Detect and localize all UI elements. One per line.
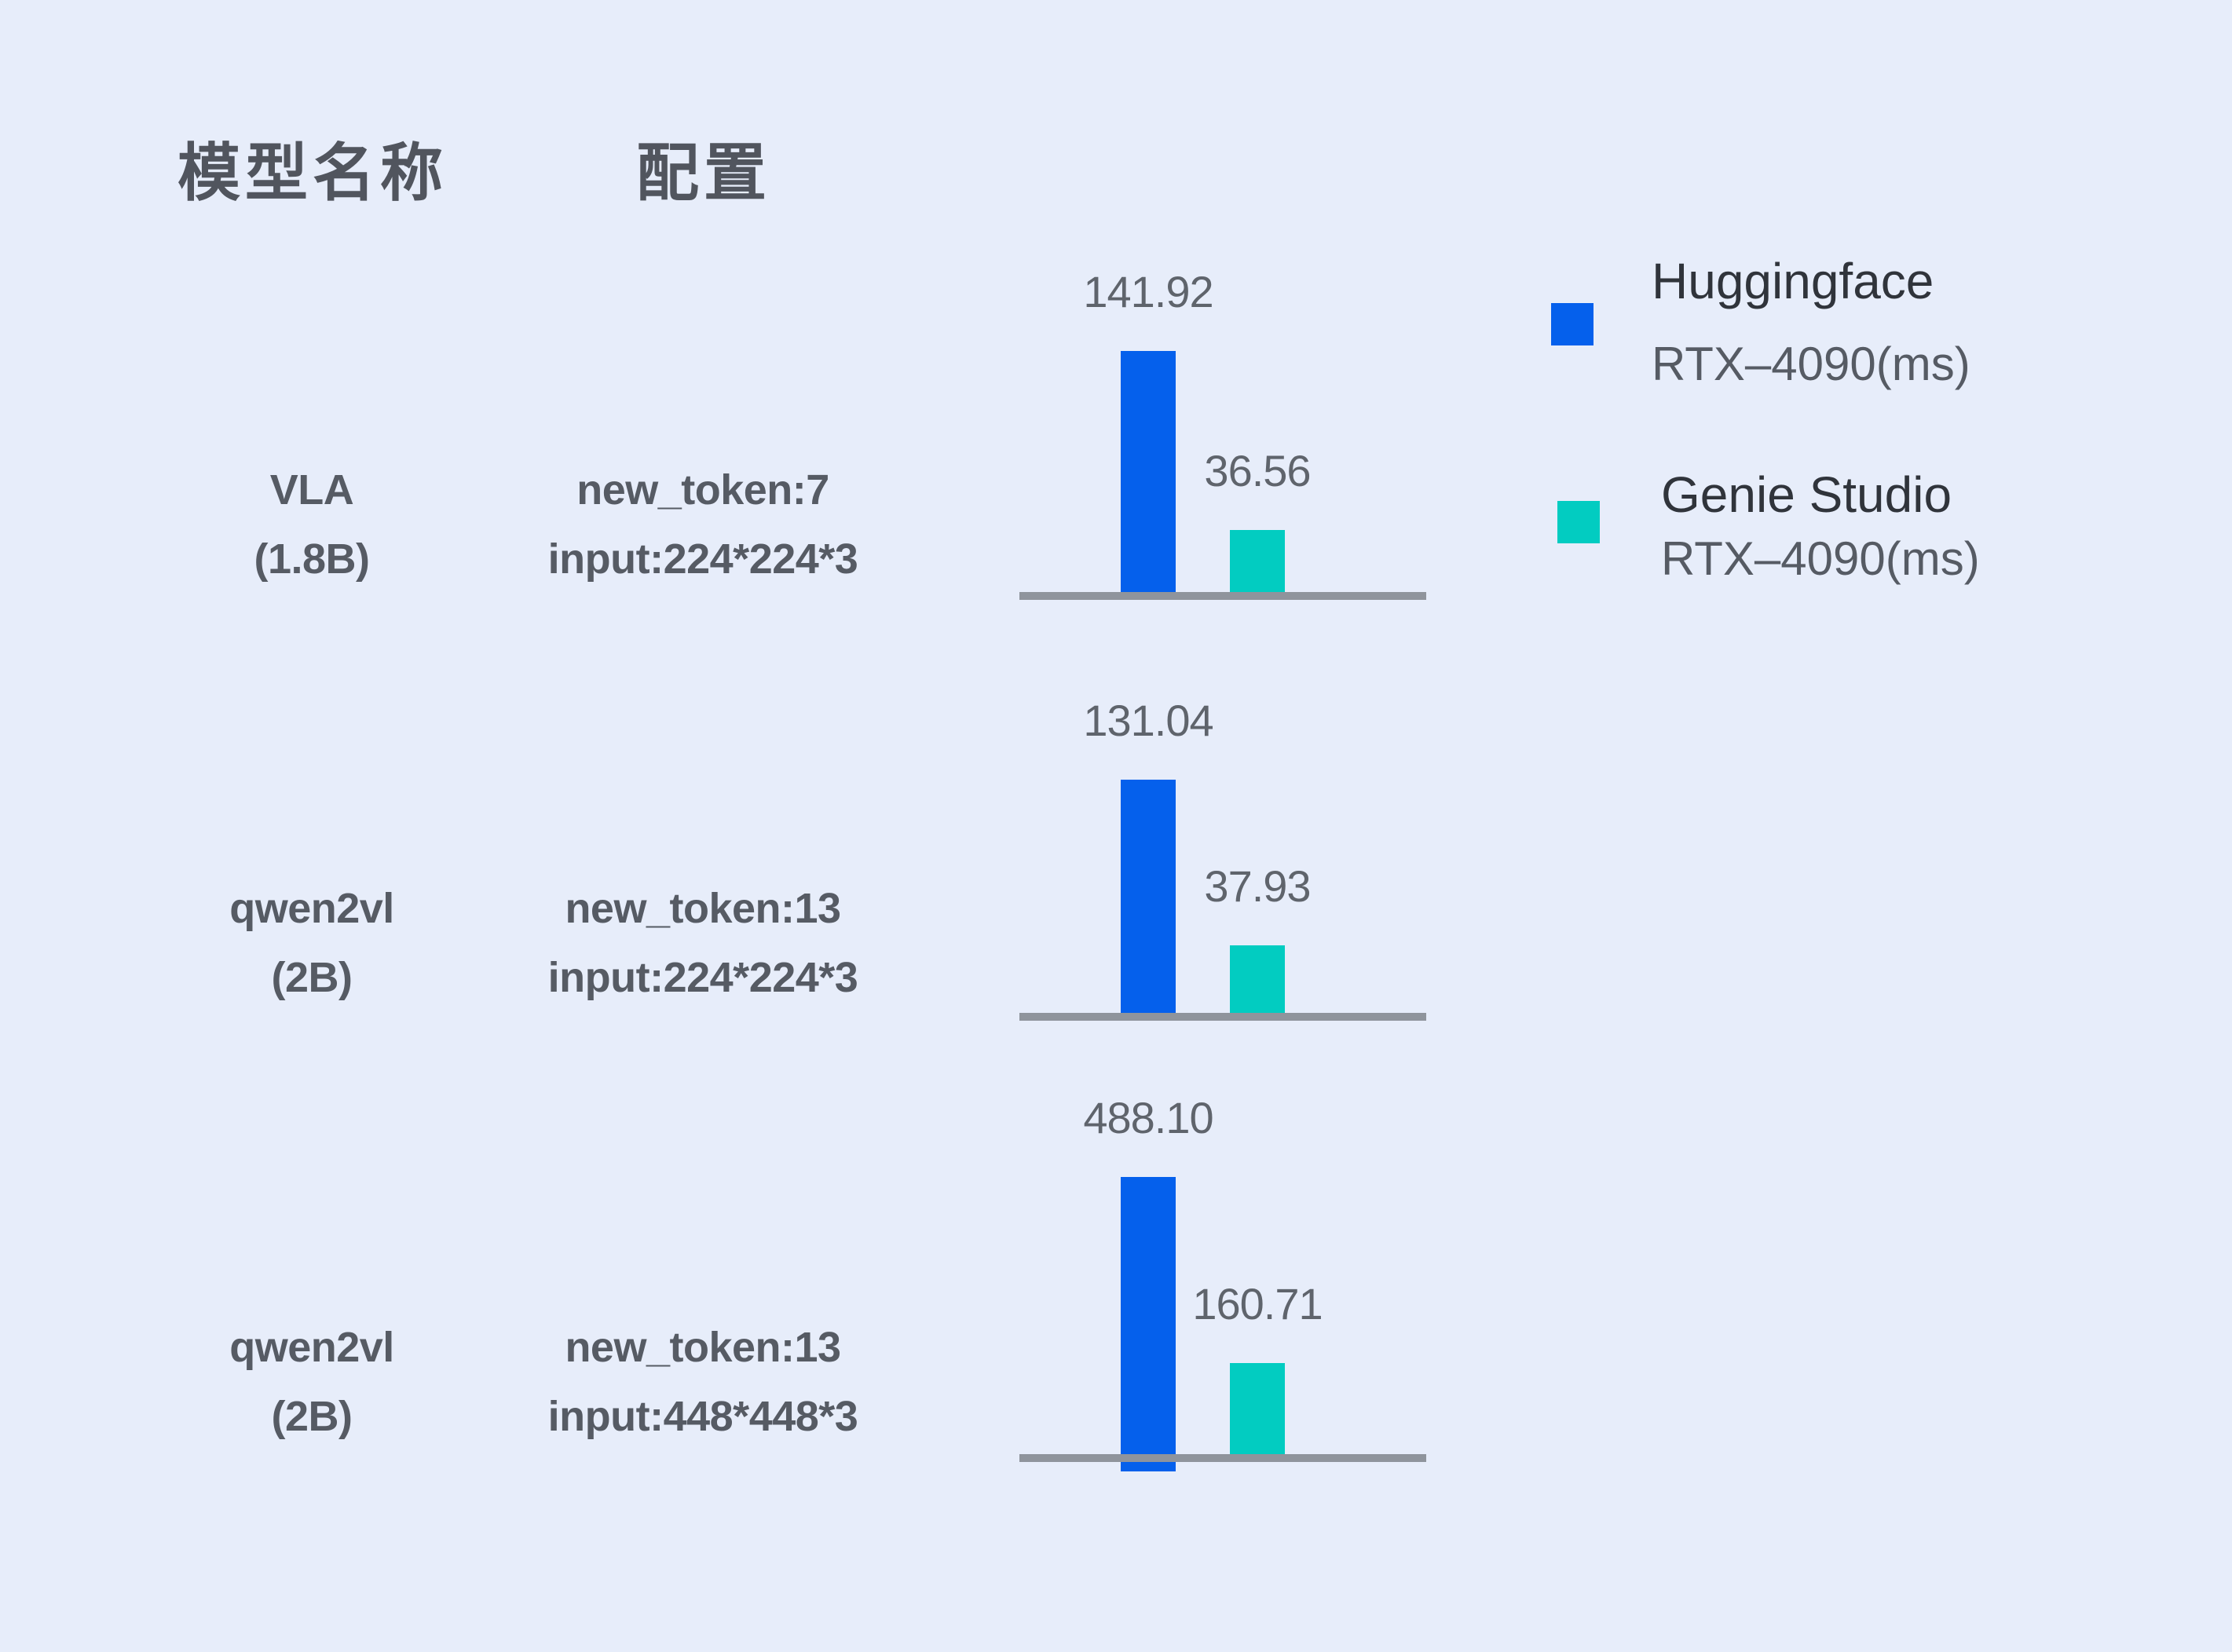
model-name: qwen2vl [229, 885, 394, 932]
genie-studio-value-label: 37.93 [1204, 861, 1311, 911]
genie-studio-bar [1230, 1363, 1285, 1454]
genie-studio-bar [1230, 945, 1285, 1013]
config-new-token: new_token:13 [565, 885, 841, 932]
genie-studio-legend-device-label: RTX–4090(ms) [1661, 532, 1980, 585]
huggingface-value-label: 488.10 [1083, 1093, 1213, 1142]
model-config-label: new_token:13 input:224*224*3 [507, 874, 899, 1012]
model-name-label: VLA (1.8B) [155, 455, 469, 594]
model-config-label: new_token:13 input:448*448*3 [507, 1313, 899, 1451]
config-new-token: new_token:13 [565, 1324, 841, 1371]
model-name-label: qwen2vl (2B) [155, 874, 469, 1012]
huggingface-legend-device-label: RTX–4090(ms) [1652, 338, 1970, 390]
model-size: (2B) [271, 954, 353, 1001]
huggingface-bar [1121, 351, 1176, 592]
config-input-size: input:224*224*3 [547, 535, 858, 583]
genie-studio-bar [1230, 530, 1285, 592]
model-name-label: qwen2vl (2B) [155, 1313, 469, 1451]
x-axis-line [1019, 592, 1426, 600]
huggingface-bar [1121, 780, 1176, 1013]
config-new-token: new_token:7 [576, 466, 829, 514]
huggingface-value-label: 131.04 [1083, 696, 1213, 745]
huggingface-legend-swatch [1551, 303, 1594, 345]
config-input-size: input:448*448*3 [547, 1393, 858, 1440]
model-name: VLA [269, 466, 354, 514]
huggingface-value-label: 141.92 [1083, 267, 1213, 316]
model-size: (1.8B) [254, 535, 370, 583]
genie-studio-value-label: 36.56 [1204, 446, 1311, 495]
genie-studio-legend-swatch [1557, 501, 1600, 543]
huggingface-bar [1121, 1177, 1176, 1471]
header-model-column: 模型名称 [177, 138, 448, 208]
genie-studio-value-label: 160.71 [1192, 1279, 1323, 1329]
model-name: qwen2vl [229, 1324, 394, 1371]
genie-studio-legend-label: Genie Studio [1661, 466, 1952, 523]
config-input-size: input:224*224*3 [547, 954, 858, 1001]
x-axis-line [1019, 1013, 1426, 1021]
header-config-column: 配置 [636, 138, 771, 208]
model-size: (2B) [271, 1393, 353, 1440]
huggingface-legend-label: Huggingface [1652, 253, 1934, 309]
model-config-label: new_token:7 input:224*224*3 [507, 455, 899, 594]
x-axis-line [1019, 1454, 1426, 1462]
